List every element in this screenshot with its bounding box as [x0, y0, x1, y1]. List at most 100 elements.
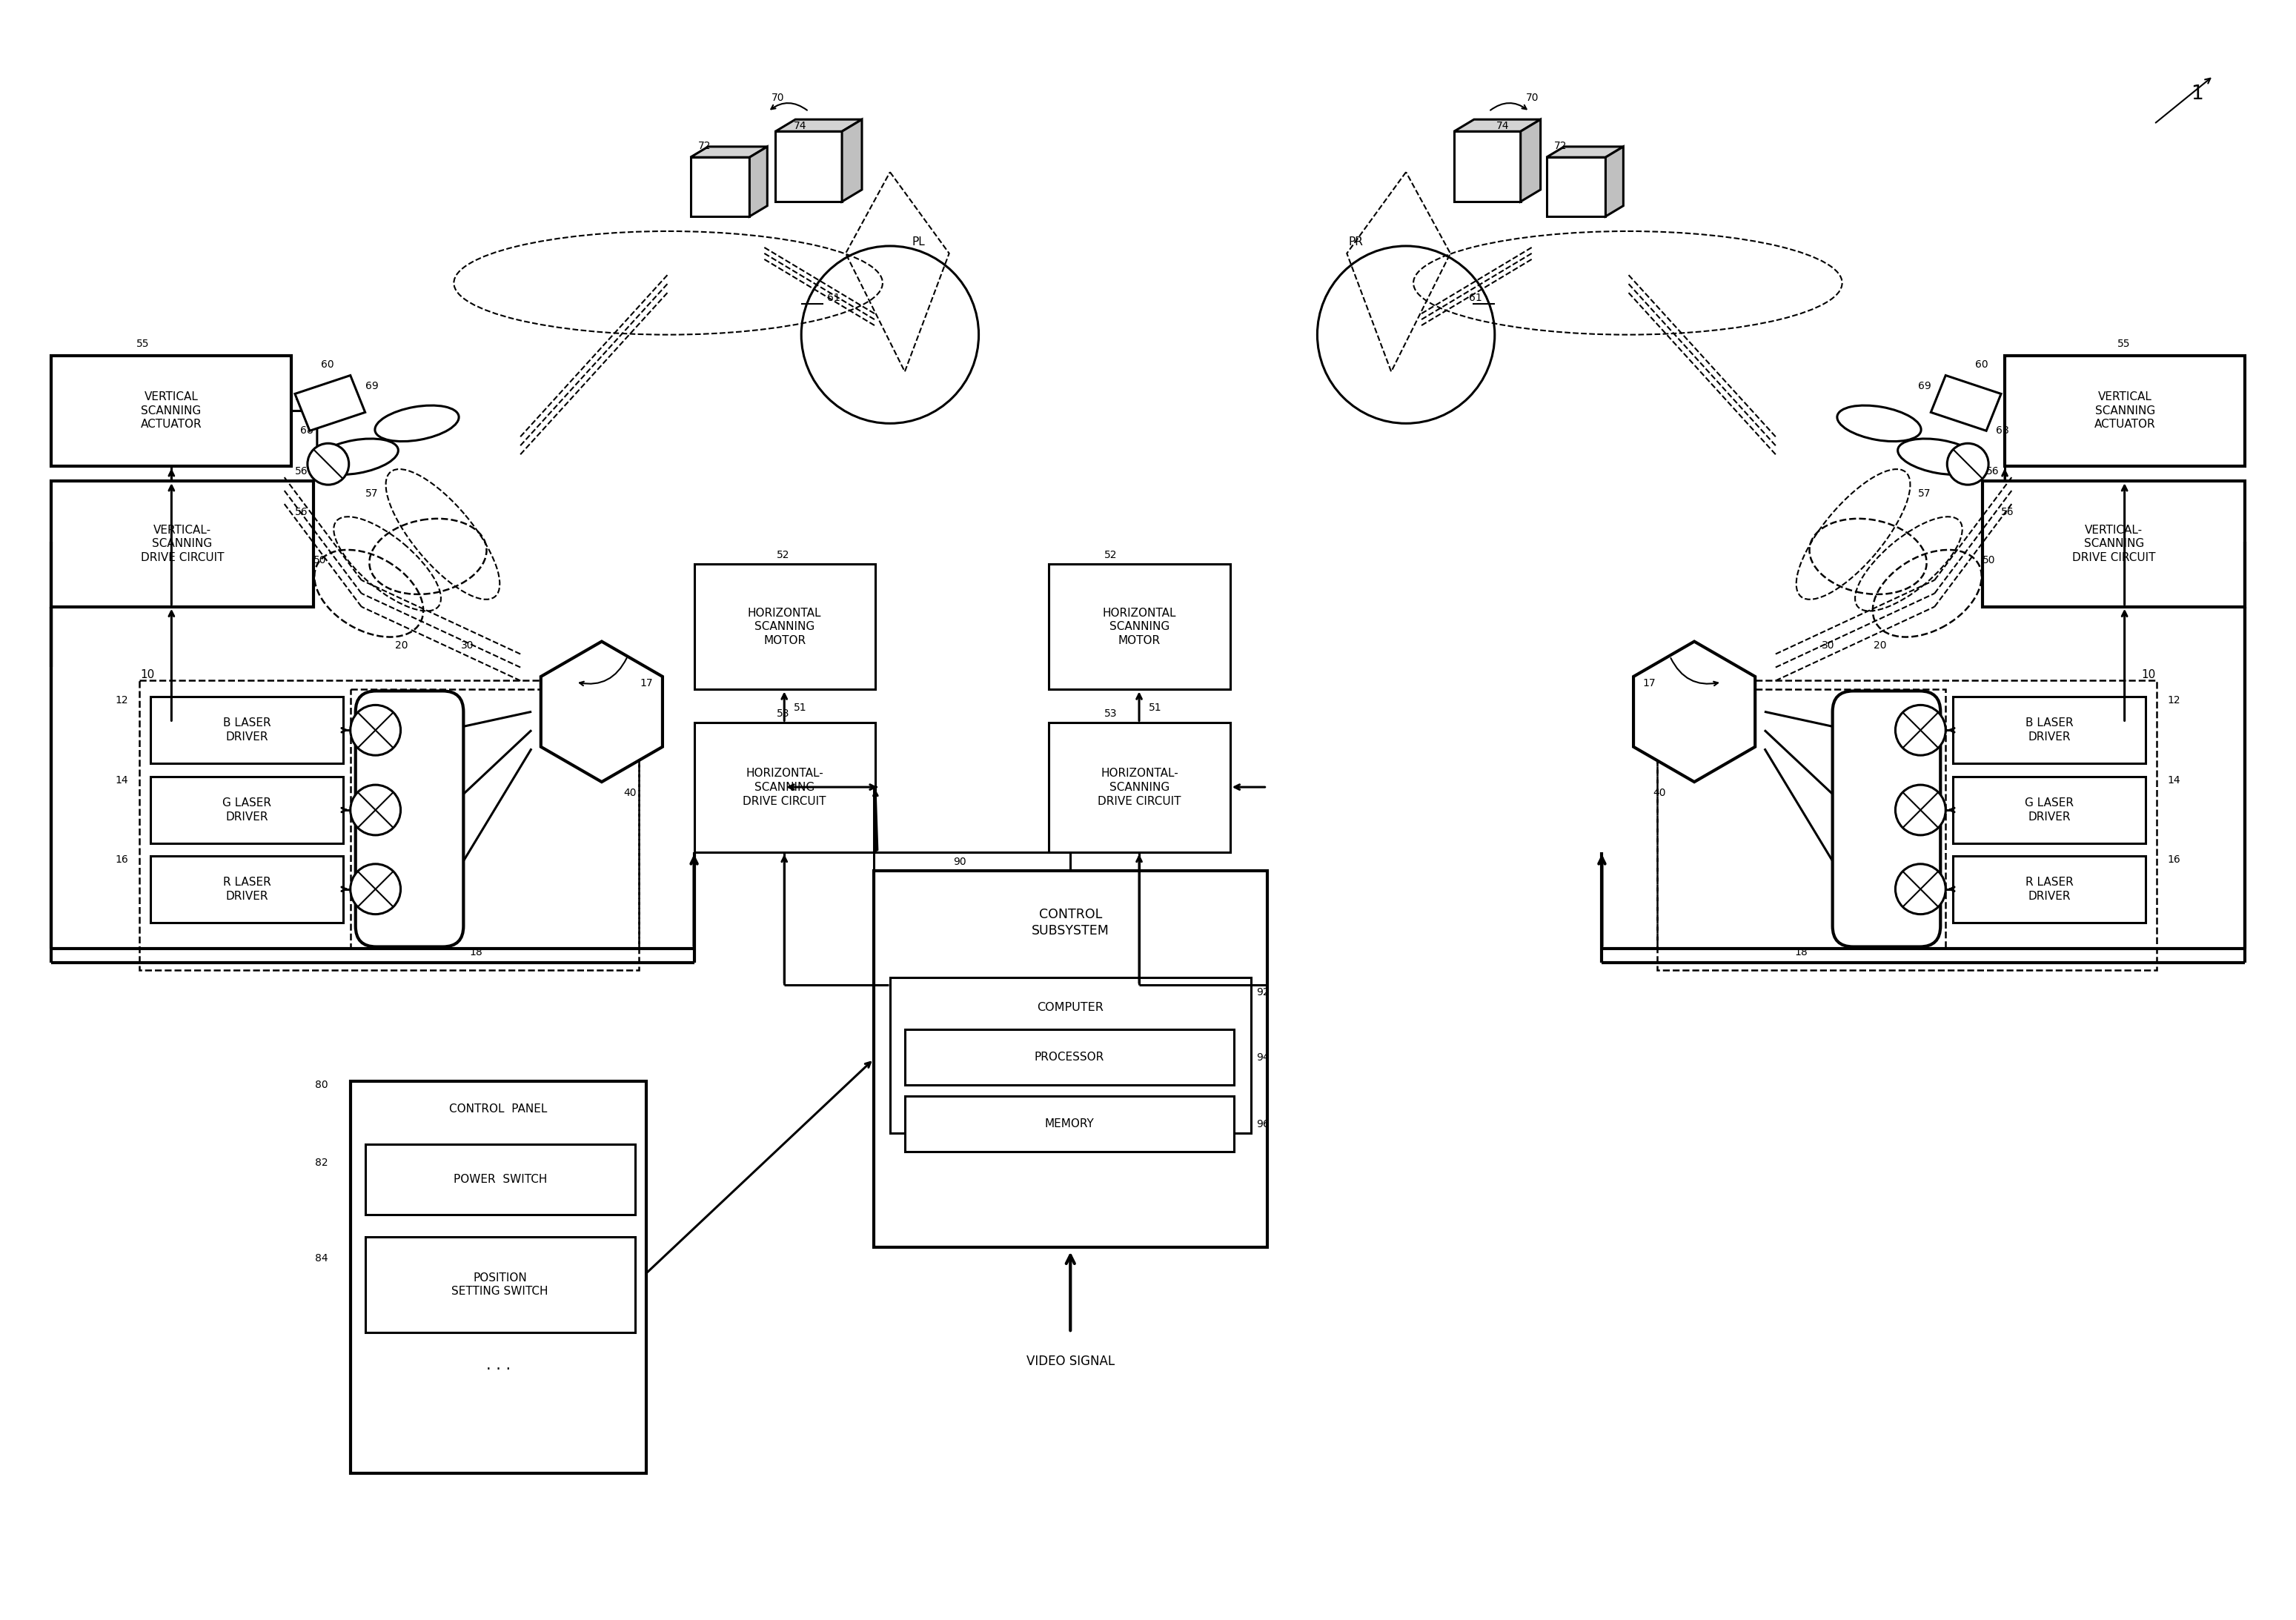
- Bar: [1049, 564, 1231, 690]
- Polygon shape: [748, 147, 767, 217]
- Circle shape: [1947, 444, 1988, 484]
- Text: 74: 74: [794, 121, 806, 131]
- Text: 57: 57: [365, 489, 379, 499]
- Circle shape: [1896, 705, 1945, 755]
- Text: HORIZONTAL
SCANNING
MOTOR: HORIZONTAL SCANNING MOTOR: [1102, 608, 1176, 646]
- Text: 56: 56: [1986, 467, 2000, 476]
- Text: 14: 14: [115, 776, 129, 786]
- Bar: [365, 1144, 636, 1215]
- Text: PROCESSOR: PROCESSOR: [1033, 1051, 1104, 1063]
- Text: 13: 13: [1903, 774, 1915, 784]
- Text: 50: 50: [312, 556, 326, 565]
- Bar: [51, 355, 292, 467]
- Text: 53: 53: [776, 708, 790, 719]
- Text: 61: 61: [1469, 293, 1481, 303]
- Polygon shape: [843, 120, 861, 201]
- Polygon shape: [1931, 376, 2002, 431]
- Text: 20: 20: [395, 640, 409, 650]
- Polygon shape: [294, 376, 365, 431]
- Text: 54: 54: [1986, 392, 2000, 403]
- Bar: [140, 680, 638, 970]
- Text: 18: 18: [1795, 946, 1807, 957]
- Text: 10: 10: [140, 669, 154, 680]
- Polygon shape: [1520, 120, 1541, 201]
- Text: R LASER
DRIVER: R LASER DRIVER: [2025, 876, 2073, 902]
- Text: POSITION
SETTING SWITCH: POSITION SETTING SWITCH: [452, 1272, 549, 1298]
- Text: R LASER
DRIVER: R LASER DRIVER: [223, 876, 271, 902]
- Bar: [693, 564, 875, 690]
- Text: 17: 17: [1644, 679, 1655, 688]
- Text: 17: 17: [641, 679, 652, 688]
- Circle shape: [1896, 784, 1945, 836]
- Bar: [365, 1236, 636, 1333]
- Text: 18: 18: [468, 946, 482, 957]
- Bar: [51, 481, 312, 608]
- Text: G LASER
DRIVER: G LASER DRIVER: [2025, 797, 2073, 823]
- Bar: [152, 855, 342, 922]
- Text: 40: 40: [1653, 787, 1667, 799]
- Text: 96: 96: [1256, 1119, 1270, 1129]
- Text: 16: 16: [2167, 854, 2181, 865]
- Bar: [152, 697, 342, 763]
- Text: 94: 94: [1256, 1053, 1270, 1063]
- Text: 70: 70: [771, 92, 785, 104]
- Bar: [891, 978, 1251, 1132]
- Text: · · ·: · · ·: [487, 1362, 510, 1377]
- Bar: [351, 1081, 645, 1473]
- Polygon shape: [1548, 157, 1605, 217]
- Polygon shape: [691, 147, 767, 157]
- Bar: [1049, 723, 1231, 852]
- Bar: [1954, 776, 2144, 844]
- Text: 30: 30: [1821, 640, 1835, 650]
- Text: HORIZONTAL-
SCANNING
DRIVE CIRCUIT: HORIZONTAL- SCANNING DRIVE CIRCUIT: [744, 768, 827, 807]
- Text: 51: 51: [794, 703, 806, 713]
- Text: 82: 82: [315, 1157, 328, 1168]
- Text: 13: 13: [379, 774, 390, 784]
- Text: 40: 40: [625, 787, 636, 799]
- Text: 12: 12: [2167, 695, 2181, 706]
- Polygon shape: [691, 157, 748, 217]
- Text: 15: 15: [379, 854, 390, 863]
- Text: 55: 55: [2117, 339, 2131, 348]
- Text: VERTICAL-
SCANNING
DRIVE CIRCUIT: VERTICAL- SCANNING DRIVE CIRCUIT: [140, 525, 225, 564]
- Text: POWER  SWITCH: POWER SWITCH: [452, 1173, 546, 1184]
- Text: 16: 16: [115, 854, 129, 865]
- Bar: [875, 870, 1267, 1247]
- Text: 56: 56: [294, 507, 308, 517]
- Text: PL: PL: [912, 237, 925, 248]
- Circle shape: [1896, 863, 1945, 914]
- Text: PR: PR: [1348, 237, 1364, 248]
- Polygon shape: [1548, 147, 1623, 157]
- Text: 54: 54: [294, 392, 308, 403]
- Text: MEMORY: MEMORY: [1045, 1118, 1093, 1129]
- Polygon shape: [542, 642, 664, 782]
- Text: CONTROL  PANEL: CONTROL PANEL: [450, 1103, 546, 1115]
- Text: 60: 60: [321, 360, 333, 369]
- Bar: [1658, 690, 1945, 948]
- Text: VERTICAL
SCANNING
ACTUATOR: VERTICAL SCANNING ACTUATOR: [140, 392, 202, 431]
- Text: 55: 55: [135, 339, 149, 348]
- Text: B LASER
DRIVER: B LASER DRIVER: [2025, 718, 2073, 742]
- Text: 11: 11: [379, 695, 390, 705]
- Circle shape: [308, 444, 349, 484]
- Polygon shape: [776, 131, 843, 201]
- Text: 1: 1: [2190, 84, 2204, 104]
- Bar: [905, 1097, 1233, 1152]
- Text: COMPUTER: COMPUTER: [1038, 1001, 1104, 1012]
- Bar: [1954, 697, 2144, 763]
- Text: 20: 20: [1874, 640, 1885, 650]
- Text: 72: 72: [698, 141, 712, 151]
- Text: 51: 51: [1148, 703, 1162, 713]
- Text: VERTICAL-
SCANNING
DRIVE CIRCUIT: VERTICAL- SCANNING DRIVE CIRCUIT: [2071, 525, 2156, 564]
- Text: G LASER
DRIVER: G LASER DRIVER: [223, 797, 271, 823]
- Bar: [693, 723, 875, 852]
- Text: 53: 53: [1104, 708, 1118, 719]
- Text: 72: 72: [1554, 141, 1566, 151]
- Bar: [1658, 680, 2156, 970]
- Text: 50: 50: [1984, 556, 1995, 565]
- Bar: [2004, 355, 2245, 467]
- Text: VERTICAL
SCANNING
ACTUATOR: VERTICAL SCANNING ACTUATOR: [2094, 392, 2156, 431]
- Text: 12: 12: [115, 695, 129, 706]
- Polygon shape: [1632, 642, 1754, 782]
- Text: 15: 15: [1903, 854, 1915, 863]
